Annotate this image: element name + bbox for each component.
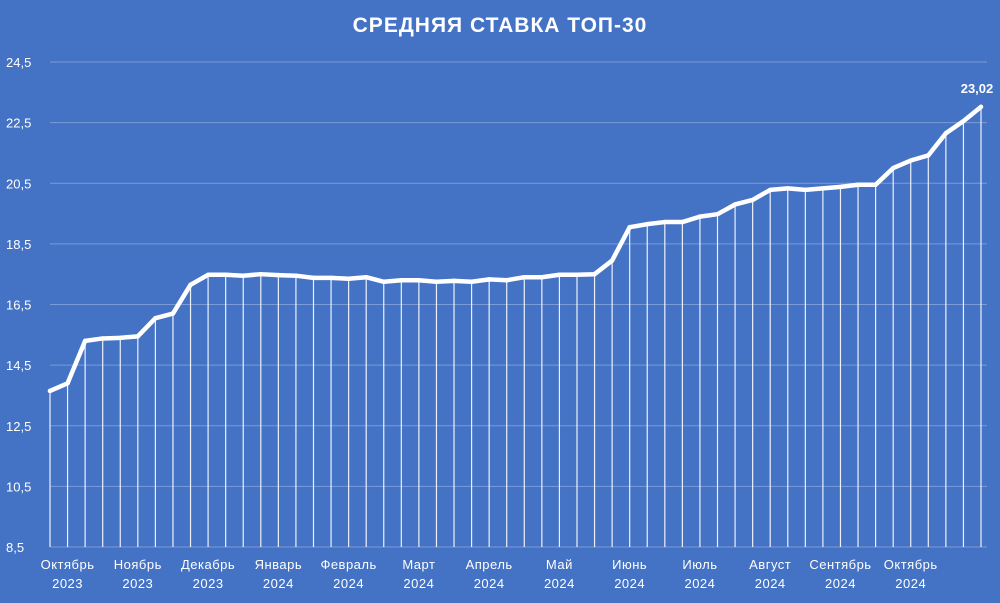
data-point xyxy=(416,278,422,283)
x-tick-label: Июль xyxy=(682,557,717,572)
data-point xyxy=(363,275,369,280)
data-point xyxy=(662,219,668,225)
x-tick-label-year: 2024 xyxy=(403,576,434,591)
data-point xyxy=(592,271,597,277)
x-tick-label: Август xyxy=(749,557,791,572)
data-point xyxy=(961,118,966,124)
data-point xyxy=(820,186,826,191)
data-point xyxy=(153,315,158,321)
data-point xyxy=(223,272,228,277)
data-point xyxy=(258,271,263,277)
data-point xyxy=(82,338,88,344)
x-tick-label-year: 2024 xyxy=(895,576,926,591)
x-tick-label-year: 2024 xyxy=(684,576,715,591)
data-point xyxy=(522,275,527,280)
series-line xyxy=(47,104,984,394)
data-point xyxy=(557,272,562,277)
y-tick-label: 12,5 xyxy=(6,419,31,434)
x-tick-label: Март xyxy=(402,557,435,572)
y-tick-label: 8,5 xyxy=(6,540,24,555)
data-point xyxy=(574,272,580,277)
data-point xyxy=(943,131,949,136)
data-point xyxy=(715,211,720,217)
data-point xyxy=(346,276,351,281)
data-point xyxy=(855,182,861,187)
x-tick-label-year: 2023 xyxy=(122,576,153,591)
data-point xyxy=(926,153,931,158)
x-tick-label: Май xyxy=(546,557,573,572)
data-point xyxy=(504,278,509,283)
chart-title: СРЕДНЯЯ СТАВКА ТОП-30 xyxy=(352,14,648,37)
data-point xyxy=(469,279,474,284)
x-tick-label: Октябрь xyxy=(41,557,95,572)
data-point xyxy=(486,277,492,282)
data-point xyxy=(750,197,755,203)
data-point xyxy=(434,279,439,284)
y-tick-label: 22,5 xyxy=(6,116,31,131)
data-label: 23,02 xyxy=(961,81,994,96)
data-point xyxy=(170,311,176,316)
x-tick-label-year: 2024 xyxy=(474,576,505,591)
data-point xyxy=(609,258,615,263)
data-point xyxy=(785,186,790,191)
y-tick-label: 18,5 xyxy=(6,237,31,252)
x-tick-label-year: 2024 xyxy=(333,576,364,591)
data-point xyxy=(135,334,141,339)
x-tick-label: Ноябрь xyxy=(114,557,162,572)
x-tick-label: Апрель xyxy=(466,557,513,572)
data-point xyxy=(293,273,299,278)
x-tick-label: Декабрь xyxy=(181,557,235,572)
data-point xyxy=(451,278,457,284)
y-tick-label: 24,5 xyxy=(6,55,31,70)
data-point xyxy=(627,225,632,230)
data-point xyxy=(645,221,650,227)
y-tick-label: 14,5 xyxy=(6,358,31,373)
data-point xyxy=(328,275,334,281)
x-tick-label-year: 2023 xyxy=(193,576,224,591)
data-point xyxy=(399,278,404,283)
data-point xyxy=(768,187,773,193)
data-point xyxy=(276,272,281,278)
data-point xyxy=(47,388,53,394)
y-tick-label: 20,5 xyxy=(6,176,31,191)
data-point xyxy=(978,104,984,110)
x-tick-label-year: 2024 xyxy=(755,576,786,591)
x-tick-label: Январь xyxy=(255,557,303,572)
data-point xyxy=(241,273,246,278)
data-point xyxy=(65,381,70,386)
data-point xyxy=(205,272,211,277)
data-point xyxy=(539,275,545,280)
data-point xyxy=(908,158,913,163)
x-tick-label: Сентябрь xyxy=(809,557,871,572)
data-point xyxy=(732,202,738,207)
x-tick-label-year: 2024 xyxy=(614,576,645,591)
data-point xyxy=(873,182,878,187)
data-point xyxy=(100,336,105,341)
data-point xyxy=(311,275,316,281)
data-point xyxy=(381,279,386,284)
x-tick-label-year: 2024 xyxy=(825,576,856,591)
y-tick-label: 16,5 xyxy=(6,298,31,313)
x-tick-label-year: 2023 xyxy=(52,576,83,591)
data-point xyxy=(697,214,703,219)
data-point xyxy=(803,187,808,193)
y-tick-label: 10,5 xyxy=(6,479,31,494)
data-point xyxy=(188,282,193,287)
x-tick-label-year: 2024 xyxy=(263,576,294,591)
x-tick-label: Февраль xyxy=(320,557,376,572)
x-tick-label-year: 2024 xyxy=(544,576,575,591)
x-tick-label: Июнь xyxy=(612,557,647,572)
data-point xyxy=(838,184,843,190)
data-point xyxy=(118,335,123,341)
data-point xyxy=(680,219,685,225)
data-point xyxy=(890,165,896,171)
x-tick-label: Октябрь xyxy=(884,557,938,572)
